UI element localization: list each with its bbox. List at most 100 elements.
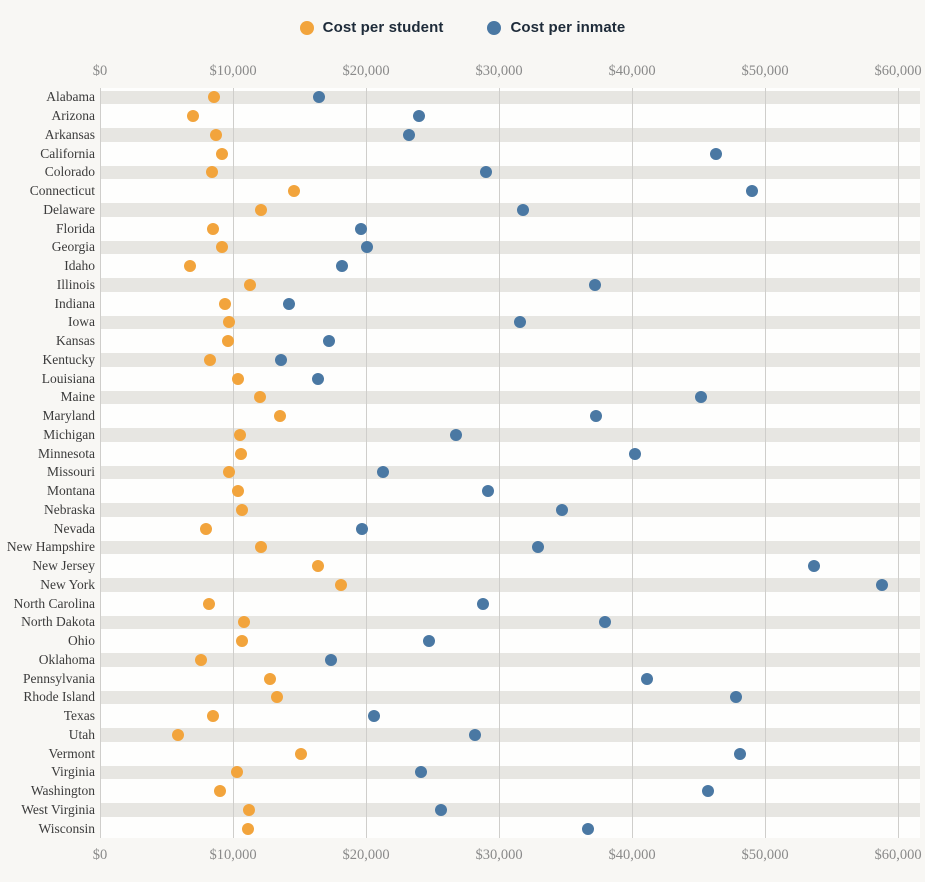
x-tick-label: $40,000: [608, 63, 656, 79]
student-dot: [273, 410, 286, 423]
inmate-dot: [582, 822, 595, 835]
inmate-dot: [450, 428, 463, 441]
inmate-dot: [729, 691, 742, 704]
inmate-dot: [531, 541, 544, 554]
y-axis-label: Oklahoma: [38, 651, 95, 667]
row-stripe: [100, 728, 920, 742]
y-axis-label: Alabama: [46, 89, 95, 105]
student-dot: [200, 522, 213, 535]
x-tick-label: $60,000: [874, 847, 922, 863]
y-axis-label: California: [40, 145, 95, 161]
row-stripe: [100, 90, 920, 105]
inmate-dot: [588, 278, 601, 291]
y-axis-label: Kansas: [56, 333, 95, 349]
inmate-dot: [709, 147, 722, 160]
x-tick-label: $50,000: [741, 63, 789, 79]
student-dot: [219, 297, 232, 310]
inmate-dot: [876, 578, 889, 591]
gridline: [898, 88, 900, 838]
inmate-dot: [701, 785, 714, 798]
legend-item-cost-per-student: Cost per student: [299, 19, 444, 36]
y-axis-label: Utah: [68, 726, 95, 742]
student-dot: [207, 222, 220, 235]
row-stripe: [100, 428, 920, 442]
row-stripe: [100, 503, 920, 517]
student-dot: [236, 503, 249, 516]
inmate-dot: [599, 616, 612, 629]
inmate-dot: [282, 297, 295, 310]
gridline: [233, 88, 234, 838]
student-dot: [244, 278, 257, 291]
y-axis-label: Wisconsin: [38, 820, 95, 836]
inmate-dot: [514, 316, 527, 329]
y-axis-label: Michigan: [43, 426, 95, 442]
row-stripe: [100, 615, 920, 630]
x-tick-label: $30,000: [475, 847, 523, 863]
y-axis-label: Illinois: [56, 276, 95, 292]
row-stripe: [100, 803, 920, 817]
x-tick-label: $0: [92, 63, 108, 79]
row-stripe: [100, 653, 920, 667]
y-axis-label: Georgia: [51, 239, 95, 255]
student-dot: [208, 91, 221, 104]
student-dot: [270, 691, 283, 704]
x-tick-label: $40,000: [608, 847, 656, 863]
gridline: [632, 88, 634, 838]
inmate-dot: [477, 597, 490, 610]
y-axis-label: Iowa: [68, 314, 95, 330]
student-dot: [334, 578, 347, 591]
student-dot: [236, 635, 249, 648]
y-axis-label: Louisiana: [41, 370, 95, 386]
y-axis-label: West Virginia: [21, 801, 95, 817]
inmate-dot: [482, 485, 495, 498]
x-tick-label: $0: [92, 847, 108, 863]
y-axis-label: Maine: [60, 389, 96, 405]
inmate-dot: [377, 466, 390, 479]
y-axis-label: Arkansas: [44, 126, 95, 142]
student-dot: [232, 485, 245, 498]
student-dot: [253, 391, 266, 404]
row-stripe: [100, 165, 920, 180]
gridline: [765, 88, 767, 838]
row-stripe: [100, 278, 920, 292]
y-axis-label: Montana: [47, 483, 95, 499]
student-dot: [205, 166, 218, 179]
y-axis-label: New Hampshire: [6, 539, 95, 555]
inmate-dot: [434, 803, 447, 816]
student-dot: [221, 335, 234, 348]
student-dot: [230, 766, 243, 779]
row-stripe: [100, 465, 920, 480]
inmate-dot: [640, 672, 653, 685]
y-axis-label: North Dakota: [21, 614, 95, 630]
x-tick-label: $30,000: [475, 63, 523, 79]
student-dot: [241, 822, 254, 835]
inmate-legend-dot-icon: [487, 20, 502, 35]
legend-label-student: Cost per student: [322, 19, 444, 36]
student-dot: [195, 653, 208, 666]
y-axis-label: Florida: [56, 220, 95, 236]
student-dot: [232, 372, 245, 385]
student-dot: [172, 728, 185, 741]
inmate-dot: [325, 653, 338, 666]
student-dot: [234, 447, 247, 460]
inmate-dot: [313, 91, 326, 104]
inmate-dot: [516, 203, 529, 216]
student-dot: [237, 616, 250, 629]
inmate-dot: [356, 522, 369, 535]
student-dot: [216, 147, 229, 160]
y-axis-label: Arizona: [51, 108, 95, 124]
student-dot: [233, 428, 246, 441]
x-axis-top: $0 $10,000 $20,000 $30,000 $40,000 $50,000 $60…: [93, 63, 922, 81]
student-dot: [223, 466, 236, 479]
student-dot: [216, 241, 229, 254]
row-stripe: [100, 128, 920, 142]
row-stripe: [100, 540, 920, 555]
gridline: [366, 88, 368, 838]
inmate-dot: [733, 747, 746, 760]
student-dot: [254, 203, 267, 216]
inmate-dot: [361, 241, 374, 254]
inmate-dot: [555, 503, 568, 516]
y-axis-label: Texas: [63, 708, 95, 724]
student-dot: [312, 560, 325, 573]
student-dot: [207, 710, 220, 723]
